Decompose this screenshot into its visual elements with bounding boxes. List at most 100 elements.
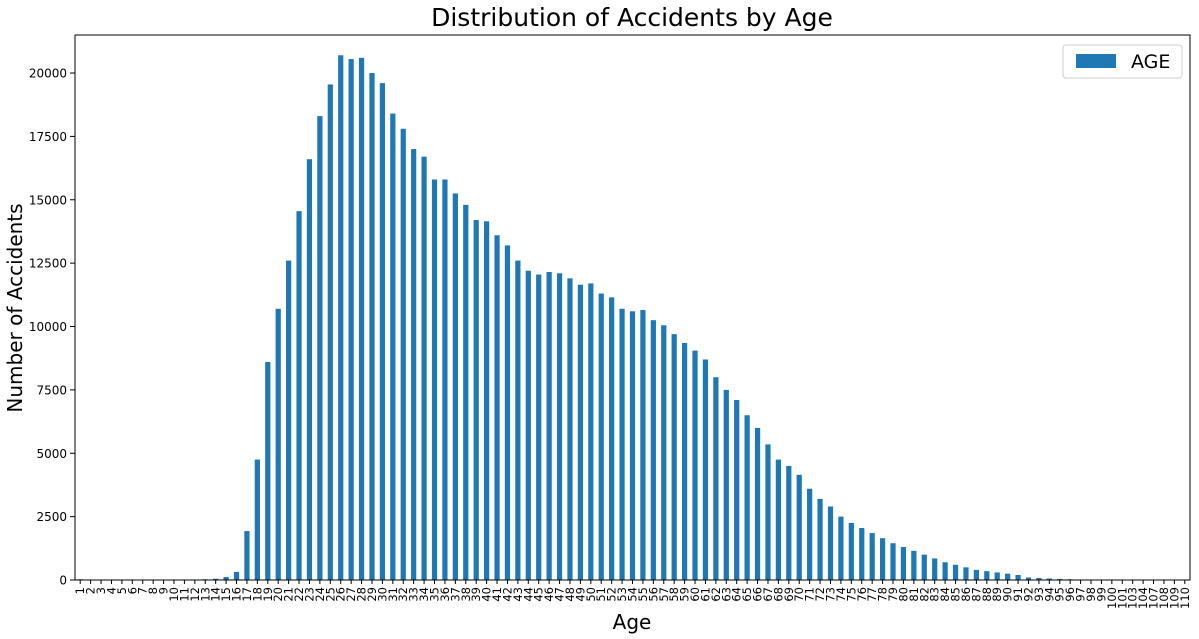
bar-age-18	[254, 459, 260, 580]
x-tick-label: 47	[553, 587, 567, 602]
x-tick-label: 52	[605, 587, 619, 602]
x-tick-label: 74	[834, 587, 848, 602]
bar-age-95	[1057, 578, 1063, 580]
x-tick-label: 29	[365, 587, 379, 602]
x-tick-label: 87	[969, 587, 983, 602]
x-tick-label: 91	[1011, 587, 1025, 602]
bar-age-69	[786, 465, 792, 580]
bar-age-71	[807, 488, 813, 580]
x-tick-label: 75	[844, 587, 858, 602]
legend-swatch	[1076, 54, 1116, 68]
x-tick-label: 23	[302, 587, 316, 602]
x-axis-label: Age	[613, 610, 652, 634]
bar-age-65	[744, 415, 750, 580]
bar-age-73	[827, 506, 834, 580]
legend-label: AGE	[1131, 51, 1170, 73]
bar-age-49	[577, 284, 583, 580]
bar-age-75	[848, 522, 854, 580]
x-tick-label: 86	[959, 587, 973, 602]
bar-age-59	[682, 342, 688, 580]
x-tick-label: 28	[355, 587, 369, 602]
bar-age-84	[942, 562, 948, 580]
x-tick-label: 54	[626, 587, 640, 602]
bar-age-29	[369, 73, 375, 581]
x-tick-label: 44	[521, 587, 535, 602]
bar-age-79	[890, 543, 896, 580]
x-tick-label: 38	[459, 587, 473, 602]
x-tick-label: 17	[240, 587, 254, 602]
x-tick-label: 31	[386, 587, 400, 602]
x-tick-label: 76	[855, 587, 869, 602]
bar-age-31	[390, 113, 396, 580]
x-tick-label: 39	[469, 587, 483, 602]
bar-age-47	[556, 273, 563, 580]
x-tick-label: 12	[188, 587, 202, 602]
y-tick-label: 12500	[29, 257, 67, 271]
bar-age-41	[494, 235, 500, 580]
x-tick-label: 50	[584, 587, 598, 602]
bar-age-94	[1046, 578, 1052, 580]
x-tick-label: 21	[282, 587, 296, 602]
x-tick-label: 53	[615, 587, 629, 602]
x-tick-label: 94	[1042, 587, 1056, 602]
x-tick-label: 61	[698, 587, 712, 602]
x-tick-label: 57	[657, 587, 671, 602]
x-tick-label: 19	[261, 587, 275, 602]
x-tick-label: 89	[990, 587, 1004, 602]
x-tick-label: 84	[938, 587, 952, 602]
x-tick-label: 5	[115, 587, 129, 594]
bar-age-20	[275, 308, 281, 580]
bar-age-27	[348, 59, 354, 580]
x-tick-label: 104	[1136, 587, 1150, 609]
x-tick-label: 10	[167, 587, 181, 602]
x-tick-label: 30	[375, 587, 389, 602]
x-tick-label: 64	[730, 587, 744, 602]
x-tick-label: 11	[177, 587, 191, 602]
x-tick-label: 80	[896, 587, 910, 602]
legend-box	[1062, 44, 1183, 79]
x-tick-label: 70	[792, 587, 806, 602]
x-tick-label: 7	[136, 587, 150, 594]
x-tick-label: 48	[563, 587, 577, 602]
bar-age-14	[213, 578, 219, 580]
y-axis-label: Number of Accidents	[3, 203, 27, 412]
bar-age-60	[692, 350, 698, 580]
bar-age-16	[233, 571, 240, 580]
bar-age-36	[442, 179, 448, 581]
x-tick-label: 49	[573, 587, 587, 602]
bar-age-62	[713, 377, 719, 580]
x-tick-label: 63	[719, 587, 733, 602]
bar-age-17	[244, 531, 250, 580]
plot-frame	[74, 34, 1191, 581]
x-tick-label: 37	[448, 587, 462, 602]
x-tick-label: 6	[125, 587, 139, 594]
x-tick-label: 25	[323, 587, 337, 602]
bar-age-54	[629, 311, 636, 580]
bar-age-45	[536, 274, 542, 580]
x-tick-label: 109	[1167, 587, 1181, 609]
x-tick-label: 58	[667, 587, 681, 602]
x-tick-label: 41	[490, 587, 504, 602]
bar-age-28	[358, 57, 365, 581]
y-tick-label: 10000	[29, 320, 67, 334]
x-tick-label: 51	[594, 587, 608, 602]
bar-age-38	[463, 204, 469, 580]
x-tick-label: 77	[865, 587, 879, 602]
y-tick-label: 20000	[29, 67, 67, 81]
x-tick-label: 72	[813, 587, 827, 602]
bar-age-64	[734, 400, 740, 580]
y-axis-ticks: 0 2500 5000 7500 10000 12500 15000 17500 20000	[29, 67, 75, 588]
x-tick-label: 98	[1084, 587, 1098, 602]
bar-age-63	[723, 389, 729, 580]
bar-age-21	[286, 260, 292, 580]
bar-age-76	[859, 528, 865, 580]
x-tick-label: 15	[219, 587, 233, 602]
x-tick-label: 18	[250, 587, 264, 602]
bar-age-15	[223, 576, 229, 580]
bar-age-35	[431, 179, 438, 581]
x-tick-label: 62	[709, 587, 723, 602]
x-tick-label: 27	[344, 587, 358, 602]
x-tick-label: 69	[782, 587, 796, 602]
x-tick-label: 35	[428, 587, 442, 602]
bar-age-32	[400, 128, 406, 581]
